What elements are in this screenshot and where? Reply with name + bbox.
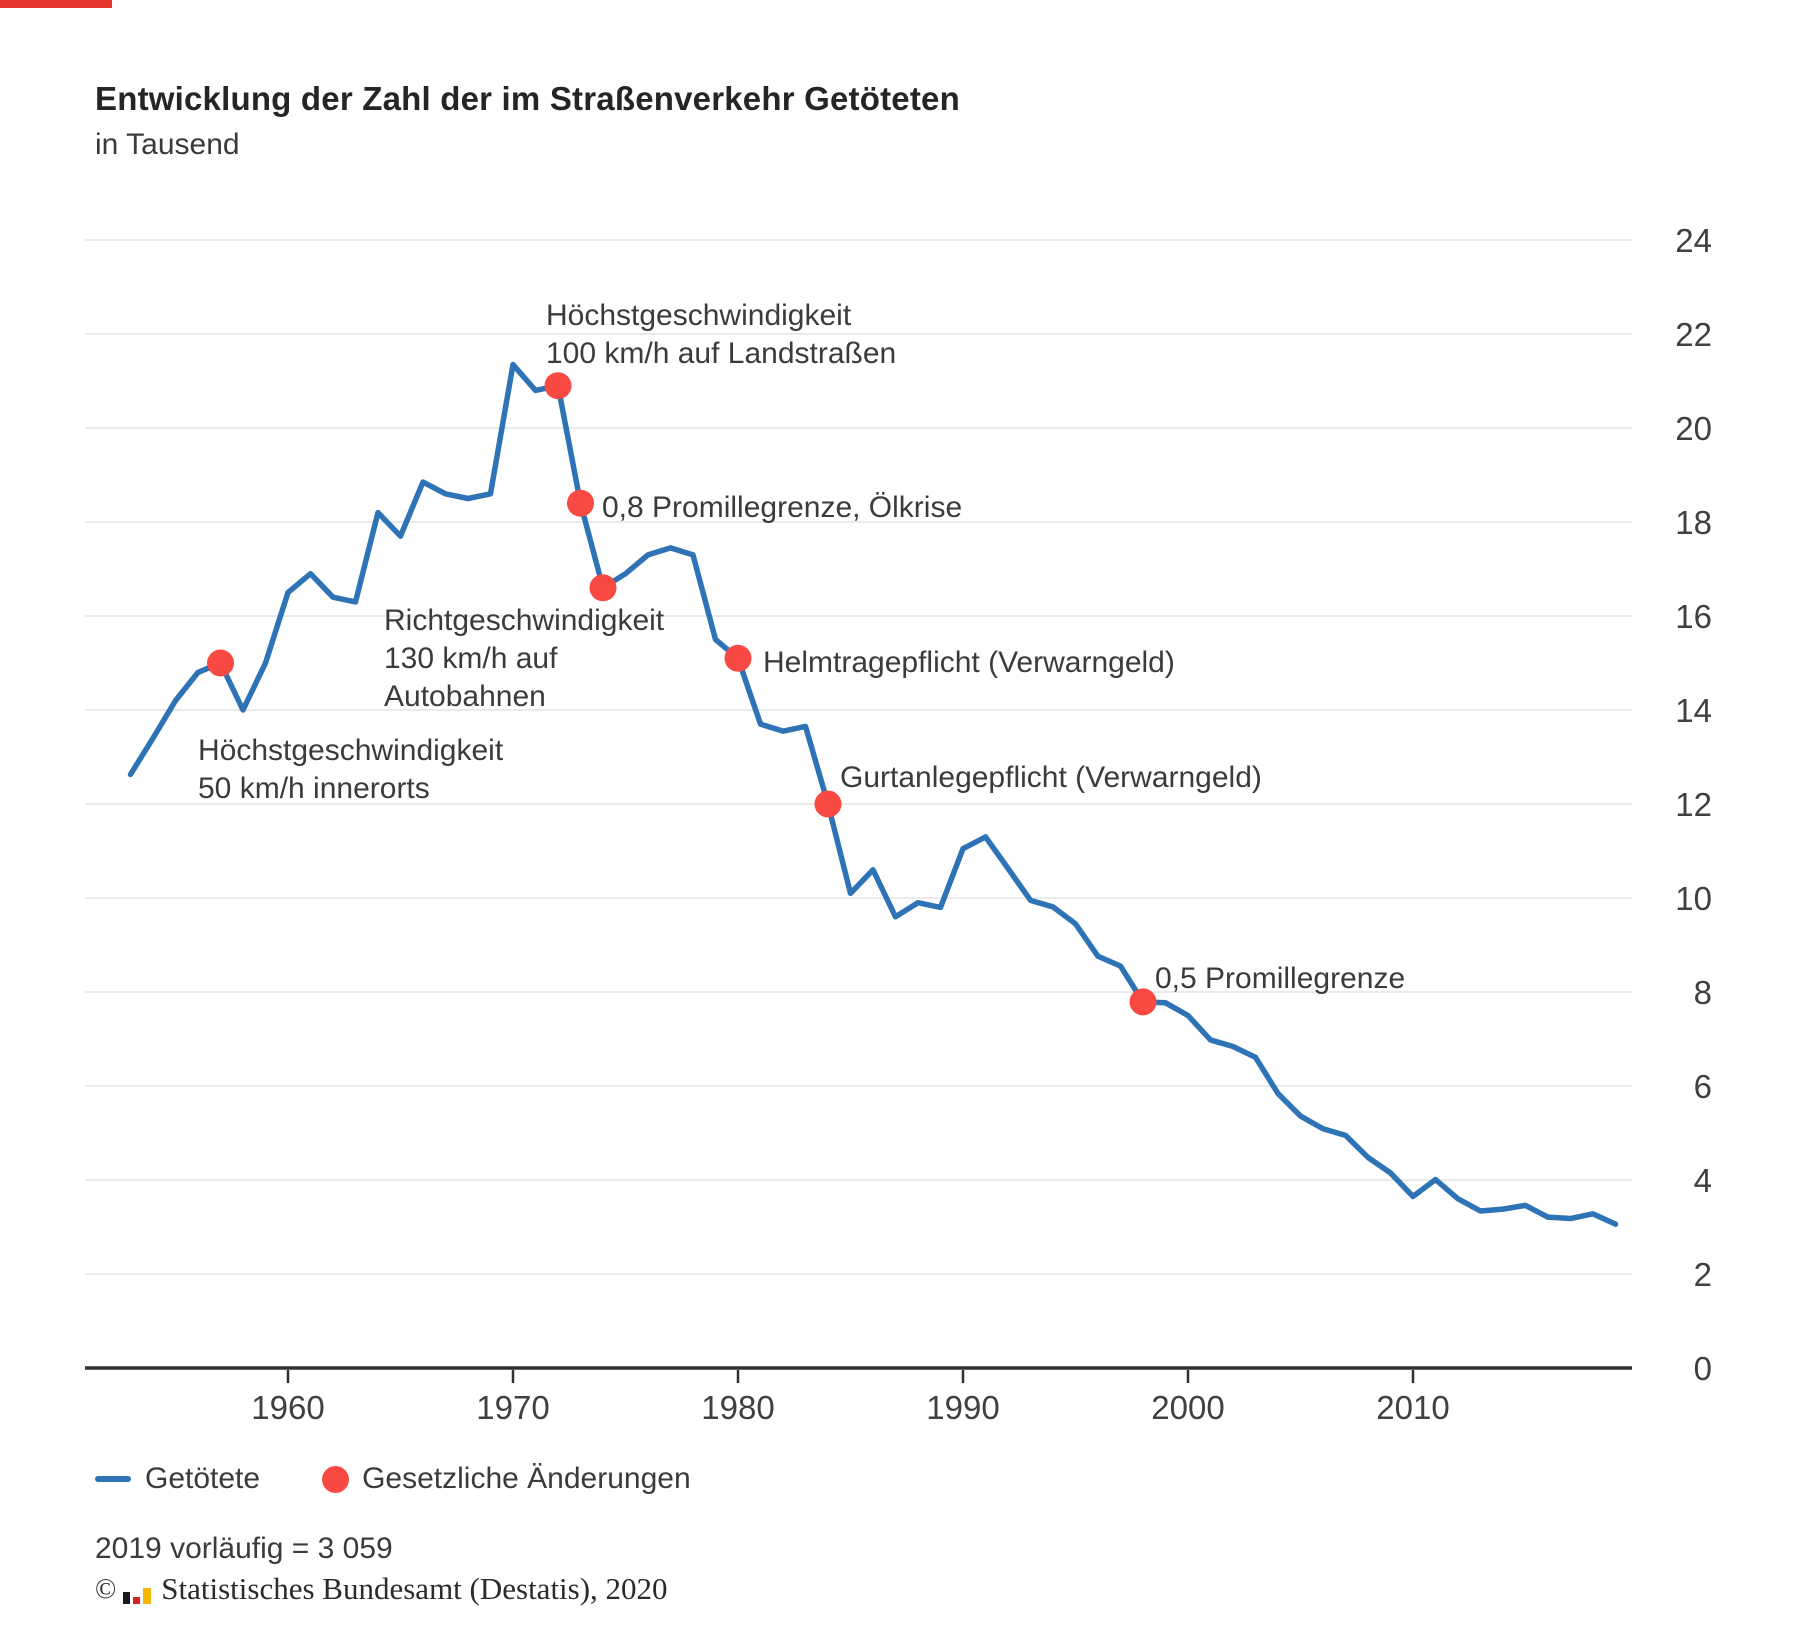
y-axis-label: 8 [1694, 974, 1712, 1011]
y-axis-label: 12 [1675, 786, 1712, 823]
event-dot-swatch [322, 1465, 350, 1493]
annotation-label: Höchstgeschwindigkeit 50 km/h innerorts [198, 732, 503, 808]
annotation-line: 130 km/h auf [384, 642, 558, 675]
law-change-dot [724, 644, 752, 672]
footnote-2019-preliminary: 2019 vorläufig = 3 059 [95, 1532, 393, 1565]
annotation-line: 0,5 Promillegrenze [1155, 962, 1406, 995]
x-axis-label: 2010 [1376, 1389, 1449, 1426]
law-change-dot [1129, 988, 1157, 1016]
y-axis-label: 20 [1675, 410, 1712, 447]
line-series-swatch [95, 1476, 131, 1482]
annotation-label: 0,5 Promillegrenze [1155, 960, 1405, 998]
y-axis-label: 4 [1694, 1162, 1712, 1199]
copyright-icon: © [95, 1574, 117, 1605]
annotation-line: 100 km/h auf Landstraßen [546, 337, 897, 370]
law-change-dot [567, 489, 594, 517]
y-axis-label: 0 [1694, 1350, 1712, 1387]
x-axis-label: 1980 [701, 1389, 774, 1426]
annotation-line: Höchstgeschwindigkeit [546, 299, 852, 332]
copyright-text: Statistisches Bundesamt (Destatis), 2020 [161, 1571, 668, 1606]
copyright-line: © Statistisches Bundesamt (Destatis), 20… [95, 1571, 668, 1607]
annotation-line: Richtgeschwindigkeit [384, 604, 665, 637]
chart-subtitle: in Tausend [95, 128, 240, 161]
x-axis-label: 1970 [476, 1389, 549, 1426]
annotation-line: Höchstgeschwindigkeit [198, 734, 504, 767]
annotation-line: Helmtragepflicht (Verwarngeld) [763, 646, 1175, 679]
annotation-line: 50 km/h innerorts [198, 772, 430, 805]
x-axis-label: 2000 [1151, 1389, 1224, 1426]
y-axis-label: 22 [1675, 316, 1712, 353]
destatis-logo-icon [123, 1588, 152, 1604]
annotation-line: Autobahnen [384, 680, 546, 713]
y-axis-label: 6 [1694, 1068, 1712, 1105]
law-change-dot [207, 649, 234, 677]
logo-bar-yellow [143, 1588, 152, 1604]
y-axis-label: 16 [1675, 598, 1712, 635]
legend-item-gesetzliche-aenderungen: Gesetzliche Änderungen [322, 1462, 691, 1496]
annotation-line: Gurtanlegepflicht (Verwarngeld) [840, 761, 1262, 794]
law-change-dot [589, 574, 617, 602]
logo-bar-black [123, 1592, 131, 1604]
logo-bar-red [133, 1597, 141, 1604]
annotation-label: Helmtragepflicht (Verwarngeld) [763, 644, 1175, 682]
y-axis-label: 2 [1694, 1256, 1712, 1293]
chart-title: Entwicklung der Zahl der im Straßenverke… [95, 80, 960, 117]
page-top-accent [0, 0, 112, 8]
annotation-label: Höchstgeschwindigkeit 100 km/h auf Landst… [546, 297, 896, 373]
annotation-label: Gurtanlegepflicht (Verwarngeld) [840, 759, 1262, 797]
x-axis-label: 1960 [251, 1389, 324, 1426]
legend-label-getoetete: Getötete [145, 1462, 261, 1495]
annotation-line: 0,8 Promillegrenze, Ölkrise [602, 491, 963, 524]
law-change-dot [544, 372, 572, 400]
deaths-line [127, 361, 1619, 1227]
annotation-label: 0,8 Promillegrenze, Ölkrise [602, 489, 962, 527]
law-change-dot [814, 790, 842, 818]
annotation-label: Richtgeschwindigkeit 130 km/h auf Autobahn… [384, 602, 664, 716]
x-axis-label: 1990 [926, 1389, 999, 1426]
y-axis-label: 10 [1675, 880, 1712, 917]
y-axis-label: 14 [1675, 692, 1712, 729]
y-axis-label: 18 [1675, 504, 1712, 541]
chart-legend: Getötete Gesetzliche Änderungen [95, 1462, 691, 1496]
y-axis-label: 24 [1675, 222, 1712, 259]
legend-label-gesetzliche-aenderungen: Gesetzliche Änderungen [362, 1462, 691, 1495]
legend-item-getoetete: Getötete [95, 1462, 260, 1496]
